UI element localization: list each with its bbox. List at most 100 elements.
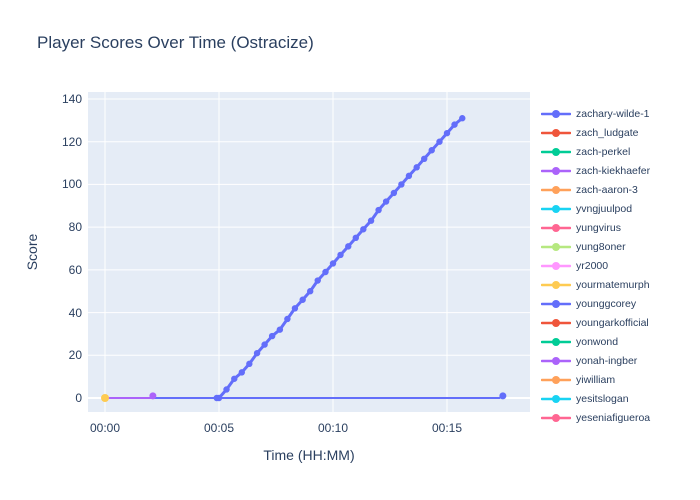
- series-marker-zachary-wilde-1[interactable]: [413, 164, 420, 171]
- legend-marker-icon: [541, 166, 571, 175]
- legend-label: yonah-ingber: [576, 354, 638, 367]
- legend-label: yourmatemurph: [576, 278, 650, 291]
- legend-marker-icon: [541, 109, 571, 118]
- series-marker-zachary-wilde-1[interactable]: [291, 305, 299, 312]
- series-marker-zachary-wilde-1[interactable]: [299, 296, 306, 303]
- legend-label: zach-perkel: [576, 145, 631, 158]
- series-marker-zachary-wilde-1[interactable]: [405, 172, 413, 180]
- series-marker-zachary-wilde-1[interactable]: [307, 288, 314, 295]
- series-marker-zachary-wilde-1[interactable]: [253, 349, 261, 357]
- legend-item-yonah-ingber[interactable]: yonah-ingber: [541, 351, 699, 370]
- series-marker-zachary-wilde-1[interactable]: [382, 198, 390, 205]
- legend-item-zach_ludgate[interactable]: zach_ludgate: [541, 123, 699, 142]
- x-axis-title: Time (HH:MM): [263, 447, 355, 463]
- legend-item-yvngjuulpod[interactable]: yvngjuulpod: [541, 199, 699, 218]
- series-marker-zachary-wilde-1[interactable]: [398, 181, 405, 188]
- legend-label: yr2000: [576, 259, 609, 272]
- legend-label: zach_ludgate: [576, 126, 639, 139]
- x-tick-label-00:10: 00:10: [317, 421, 349, 435]
- legend-item-zach-kiekhaefer[interactable]: zach-kiekhaefer: [541, 161, 699, 180]
- series-marker-zachary-wilde-1[interactable]: [375, 206, 382, 214]
- series-marker-zach-kiekhaefer[interactable]: [149, 392, 157, 400]
- series-marker-zachary-wilde-1[interactable]: [314, 277, 321, 284]
- legend-marker-icon: [541, 299, 571, 308]
- series-marker-zachary-wilde-1[interactable]: [345, 243, 352, 250]
- legend-item-yungvirus[interactable]: yungvirus: [541, 218, 699, 237]
- legend-marker-icon: [541, 261, 571, 270]
- series-marker-zachary-wilde-1[interactable]: [428, 147, 435, 154]
- series-line-younggcorey[interactable]: [104, 394, 504, 399]
- legend-marker-icon: [541, 280, 571, 289]
- legend-marker-icon: [541, 147, 571, 156]
- series-marker-younggcorey[interactable]: [499, 392, 507, 400]
- y-tick-label-60: 60: [68, 262, 82, 277]
- legend-label: yvngjuulpod: [576, 202, 633, 215]
- legend-label: yung8oner: [576, 240, 626, 253]
- legend-marker-icon: [541, 128, 571, 137]
- series-marker-zachary-wilde-1[interactable]: [322, 268, 329, 276]
- series-line-zachary-wilde-1[interactable]: [215, 116, 464, 400]
- y-tick-label-20: 20: [68, 348, 82, 363]
- legend-label: yesitslogan: [576, 392, 629, 405]
- legend-marker-icon: [541, 185, 571, 194]
- legend-item-younggcorey[interactable]: younggcorey: [541, 294, 699, 313]
- legend-label: yungvirus: [576, 221, 621, 234]
- series-marker-zachary-wilde-1[interactable]: [436, 138, 443, 145]
- series-marker-zachary-wilde-1[interactable]: [231, 375, 238, 382]
- x-tick-label-00:15: 00:15: [431, 421, 463, 435]
- y-tick-label-140: 140: [61, 92, 82, 106]
- legend-item-yourmatemurph[interactable]: yourmatemurph: [541, 275, 699, 294]
- legend-item-yesitslogan[interactable]: yesitslogan: [541, 389, 699, 408]
- plot-area[interactable]: [88, 92, 530, 412]
- y-axis-title-text: Score: [24, 233, 40, 271]
- series-marker-zachary-wilde-1[interactable]: [261, 341, 268, 348]
- legend-label: zach-aaron-3: [576, 183, 638, 196]
- legend-label: younggcorey: [576, 297, 637, 310]
- series-marker-zachary-wilde-1[interactable]: [284, 315, 291, 323]
- legend-marker-icon: [541, 242, 571, 251]
- series-marker-yourmatemurph[interactable]: [101, 394, 109, 402]
- series-marker-zachary-wilde-1[interactable]: [223, 386, 230, 393]
- legend-label: youngarkofficial: [576, 316, 649, 329]
- series-marker-zachary-wilde-1[interactable]: [238, 369, 245, 376]
- y-tick-label-0: 0: [75, 391, 82, 405]
- legend-item-youngarkofficial[interactable]: youngarkofficial: [541, 313, 699, 332]
- legend-item-yeseniafigueroa[interactable]: yeseniafigueroa: [541, 408, 699, 425]
- legend: zachary-wilde-1 zach_ludgate zach-perkel za…: [541, 104, 699, 425]
- legend-label: yiwilliam: [576, 373, 616, 386]
- series-marker-zachary-wilde-1[interactable]: [421, 155, 428, 163]
- series-marker-zachary-wilde-1[interactable]: [246, 360, 253, 368]
- series-marker-zachary-wilde-1[interactable]: [390, 189, 398, 197]
- legend-label: yeseniafigueroa: [576, 411, 651, 424]
- series-marker-zachary-wilde-1[interactable]: [367, 217, 375, 224]
- x-tick-label-00:05: 00:05: [203, 421, 235, 435]
- legend-marker-icon: [541, 204, 571, 213]
- legend-label: zachary-wilde-1: [576, 107, 650, 120]
- legend-item-zachary-wilde-1[interactable]: zachary-wilde-1: [541, 104, 699, 123]
- series-marker-zachary-wilde-1[interactable]: [329, 260, 337, 267]
- legend-item-zach-perkel[interactable]: zach-perkel: [541, 142, 699, 161]
- legend-marker-icon: [541, 223, 571, 232]
- series-marker-zachary-wilde-1[interactable]: [268, 332, 276, 340]
- series-marker-zachary-wilde-1[interactable]: [459, 115, 466, 122]
- legend-item-yonwond[interactable]: yonwond: [541, 332, 699, 351]
- series-marker-zachary-wilde-1[interactable]: [352, 234, 359, 242]
- series-marker-zachary-wilde-1[interactable]: [443, 129, 451, 137]
- x-tick-label-00:00: 00:00: [89, 421, 121, 435]
- legend-item-yr2000[interactable]: yr2000: [541, 256, 699, 275]
- legend-item-yung8oner[interactable]: yung8oner: [541, 237, 699, 256]
- series-marker-zachary-wilde-1[interactable]: [337, 251, 344, 259]
- series-marker-zachary-wilde-1[interactable]: [360, 226, 367, 233]
- legend-marker-icon: [541, 375, 571, 384]
- legend-item-zach-aaron-3[interactable]: zach-aaron-3: [541, 180, 699, 199]
- series-line-zach-kiekhaefer[interactable]: [104, 394, 154, 399]
- y-tick-label-40: 40: [68, 305, 82, 320]
- chart-title: Player Scores Over Time (Ostracize): [37, 33, 314, 52]
- series-marker-zachary-wilde-1[interactable]: [451, 121, 458, 128]
- legend-item-yiwilliam[interactable]: yiwilliam: [541, 370, 699, 389]
- series-marker-zachary-wilde-1[interactable]: [276, 326, 284, 333]
- series-marker-zachary-wilde-1[interactable]: [215, 394, 223, 402]
- legend-marker-icon: [541, 356, 571, 365]
- y-tick-label-120: 120: [61, 134, 82, 149]
- plot-svg[interactable]: [88, 92, 530, 412]
